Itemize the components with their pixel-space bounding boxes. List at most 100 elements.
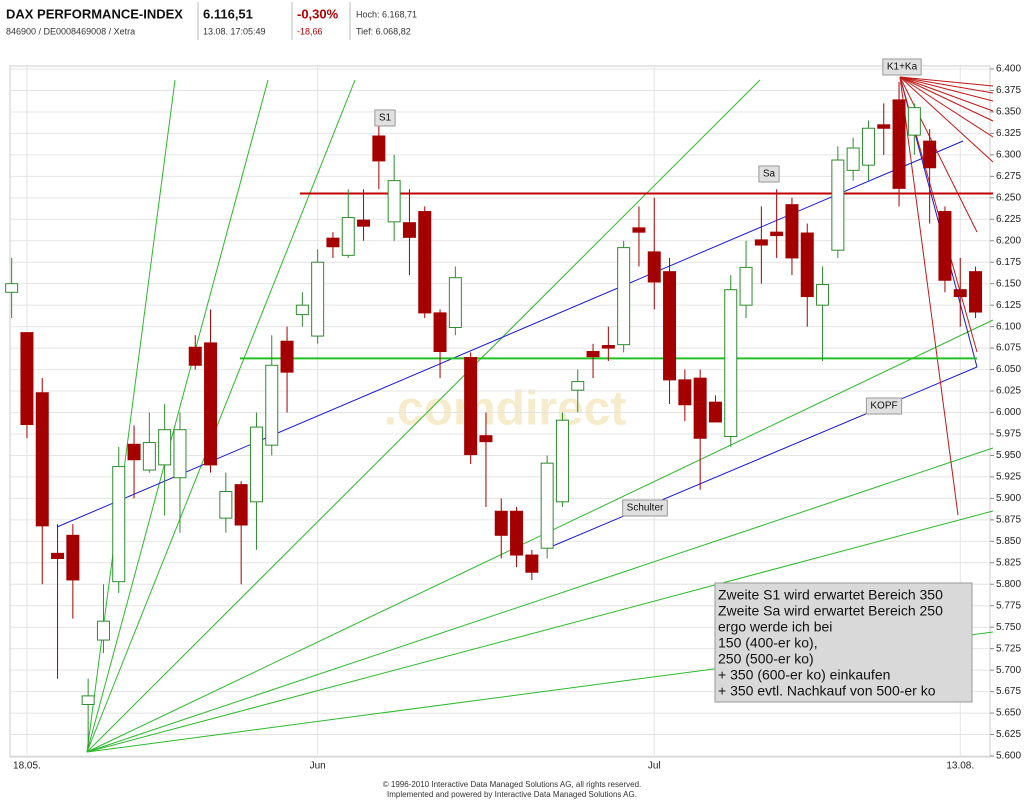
y-tick-label: 6.250 xyxy=(996,192,1021,203)
y-tick-label: 5.775 xyxy=(996,600,1021,611)
candle-body xyxy=(770,231,784,237)
y-tick-label: 6.400 xyxy=(996,64,1021,75)
candle-body xyxy=(938,211,952,281)
candle-body xyxy=(601,345,615,349)
note-box xyxy=(714,582,973,703)
y-tick-label: 5.675 xyxy=(996,686,1021,697)
y-tick-label: 5.625 xyxy=(996,729,1021,740)
y-tick-label: 6.075 xyxy=(996,343,1021,354)
annotation-box xyxy=(374,109,396,127)
candle-body xyxy=(647,251,661,283)
candle-body xyxy=(571,381,585,391)
candle-body xyxy=(510,510,524,556)
candle-body xyxy=(877,124,891,129)
candle-body xyxy=(816,284,830,306)
candle-body xyxy=(20,332,34,426)
annotation-box xyxy=(622,499,668,517)
candle-body xyxy=(525,554,539,573)
candle-body xyxy=(433,312,447,353)
y-tick-label: 5.825 xyxy=(996,557,1021,568)
y-tick-label: 6.325 xyxy=(996,128,1021,139)
day-low: Tief: 6.068,82 xyxy=(356,26,411,36)
y-tick-label: 5.650 xyxy=(996,708,1021,719)
y-tick-label: 6.150 xyxy=(996,278,1021,289)
candle-body xyxy=(204,342,218,466)
y-tick-label: 6.025 xyxy=(996,386,1021,397)
y-tick-label: 6.100 xyxy=(996,321,1021,332)
note-line: + 350 (600-er ko) einkaufen xyxy=(718,667,890,683)
candle-body xyxy=(663,271,677,381)
y-tick-label: 6.225 xyxy=(996,214,1021,225)
note-line: Zweite Sa wird erwartet Bereich 250 xyxy=(718,603,943,619)
candle-body xyxy=(586,351,600,358)
candle-body xyxy=(678,379,692,406)
annotation: S1 xyxy=(379,113,392,124)
candle-body xyxy=(418,211,432,314)
candle-body xyxy=(66,534,80,581)
candle-body xyxy=(494,510,508,536)
candle-body xyxy=(892,99,906,189)
candle-body xyxy=(249,426,263,503)
y-tick-label: 5.900 xyxy=(996,493,1021,504)
candle-body xyxy=(387,180,401,223)
candle-body xyxy=(5,283,19,293)
candle-body xyxy=(326,237,340,248)
candle-body xyxy=(907,107,921,136)
candle-body xyxy=(831,159,845,251)
note-line: 150 (400-er ko), xyxy=(718,635,818,651)
candle-body xyxy=(112,466,126,583)
y-tick-label: 5.700 xyxy=(996,665,1021,676)
candle-body xyxy=(693,377,707,439)
candle-body xyxy=(479,435,493,443)
y-tick-label: 6.300 xyxy=(996,150,1021,161)
candle-body xyxy=(402,222,416,238)
y-tick-label: 5.875 xyxy=(996,514,1021,525)
candle-body xyxy=(96,620,110,641)
candle-body xyxy=(280,340,294,373)
candle-body xyxy=(372,135,386,162)
y-tick-label: 5.950 xyxy=(996,450,1021,461)
plot-frame xyxy=(9,65,991,758)
time: 13.08. 17:05:49 xyxy=(203,26,266,36)
footer: © 1996-2010 Interactive Data Managed Sol… xyxy=(383,780,641,789)
y-tick-label: 5.975 xyxy=(996,429,1021,440)
candle-body xyxy=(311,261,325,337)
candle-body xyxy=(754,239,768,246)
x-tick-label: 13.08. xyxy=(946,761,974,772)
candle-body xyxy=(846,147,860,171)
candle-body xyxy=(969,271,983,313)
y-tick-label: 6.375 xyxy=(996,85,1021,96)
note-line: ergo werde ich bei xyxy=(718,619,832,635)
footer: Implemented and powered by Interactive D… xyxy=(387,790,637,799)
annotation-box xyxy=(865,397,903,415)
title: DAX PERFORMANCE-INDEX xyxy=(6,6,183,21)
annotation-box xyxy=(882,58,922,76)
y-tick-label: 5.750 xyxy=(996,622,1021,633)
change-pct: -0,30% xyxy=(297,6,339,21)
candle-body xyxy=(173,429,187,479)
annotation: KOPF xyxy=(870,401,897,412)
x-tick-label: 18.05. xyxy=(13,761,41,772)
note-line: + 350 evtl. Nachkauf von 500-er ko xyxy=(718,683,936,699)
y-tick-label: 5.800 xyxy=(996,579,1021,590)
candle-body xyxy=(51,552,65,559)
subtitle: 846900 / DE0008469008 / Xetra xyxy=(6,26,135,36)
y-tick-label: 6.125 xyxy=(996,300,1021,311)
candle-body xyxy=(708,401,722,423)
candle-body xyxy=(923,140,937,169)
y-tick-label: 6.350 xyxy=(996,107,1021,118)
candle-body xyxy=(724,289,738,438)
candle-body xyxy=(188,346,202,366)
candle-body xyxy=(785,204,799,259)
candle-body xyxy=(341,217,355,256)
candle-body xyxy=(295,304,309,316)
candle-body xyxy=(800,232,814,298)
candle-body xyxy=(555,419,569,503)
candle-body xyxy=(632,227,646,233)
candle-body xyxy=(953,289,967,298)
y-tick-label: 6.050 xyxy=(996,364,1021,375)
y-tick-label: 5.600 xyxy=(996,751,1021,762)
price: 6.116,51 xyxy=(203,6,253,21)
